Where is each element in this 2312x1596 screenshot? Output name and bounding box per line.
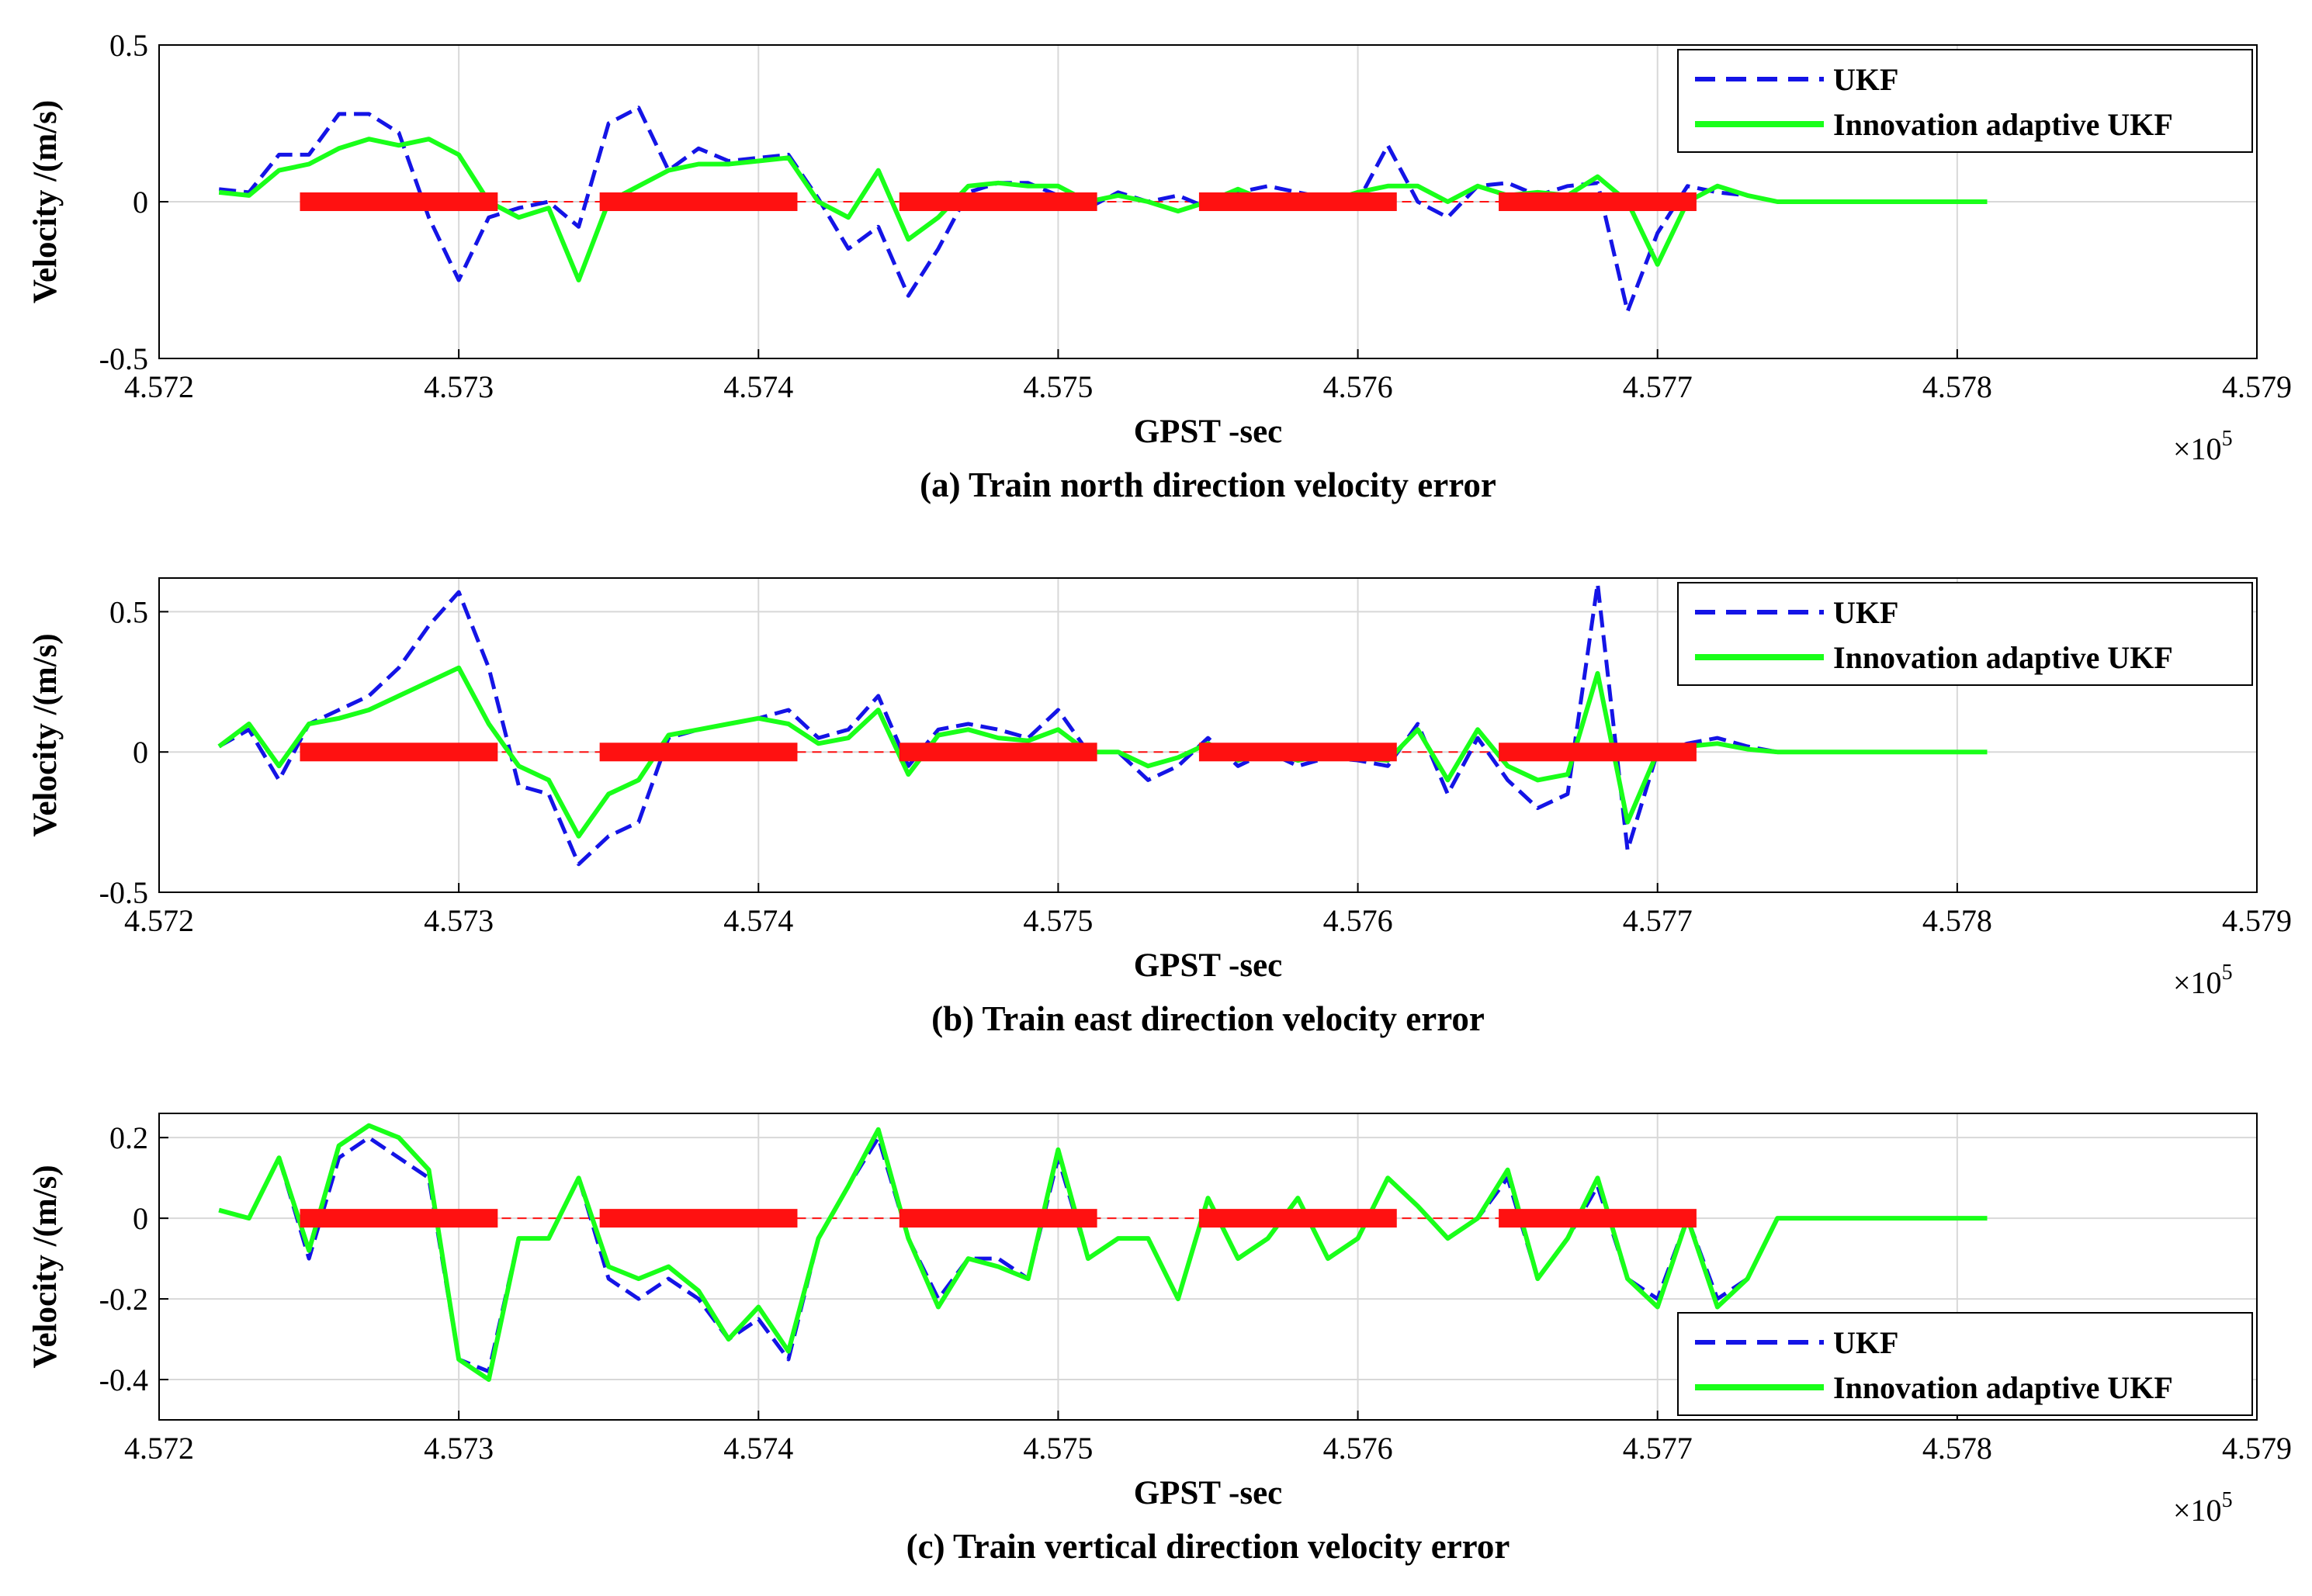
x-multiplier-a: ×105 <box>2173 427 2233 466</box>
y-tick-label: 0.2 <box>109 1120 148 1155</box>
legend-label-adaptive-b: Innovation adaptive UKF <box>1833 640 2173 675</box>
x-multiplier-b: ×105 <box>2173 961 2233 1000</box>
x-tick-label: 4.576 <box>1323 369 1393 404</box>
series-line-adaptive-ukf <box>217 665 1988 839</box>
legend-label-adaptive-c: Innovation adaptive UKF <box>1833 1370 2173 1405</box>
y-tick-label: -0.5 <box>99 875 148 910</box>
x-tick-label: 4.579 <box>2222 903 2292 938</box>
legend-box-b <box>1677 582 2253 686</box>
x-tick-label: 4.572 <box>124 903 194 938</box>
x-tick-label: 4.579 <box>2222 1431 2292 1466</box>
x-tick-label: 4.572 <box>124 369 194 404</box>
legend-box-a <box>1677 49 2253 153</box>
x-tick-label: 4.575 <box>1023 903 1093 938</box>
x-tick-label: 4.578 <box>1922 369 1992 404</box>
x-tick-label: 4.572 <box>124 1431 194 1466</box>
plot-frame-c <box>158 1113 2258 1421</box>
x-multiplier-c: ×105 <box>2173 1488 2233 1528</box>
x-tick-label: 4.574 <box>723 1431 793 1466</box>
y-axis-label-a: Velocity /(m/s) <box>27 100 64 303</box>
chart-panel-b: 4.572 4.573 4.574 4.575 4.576 4.577 4.578 4.579… <box>27 577 2292 1038</box>
x-tick-label: 4.575 <box>1023 1431 1093 1466</box>
x-tick-label: 4.577 <box>1623 903 1693 938</box>
x-tick-label: 4.574 <box>723 369 793 404</box>
x-tick-label: 4.577 <box>1623 369 1693 404</box>
y-tick-label: 0.5 <box>109 28 148 63</box>
legend-a: UKF Innovation adaptive UKF <box>1677 49 2253 153</box>
series-lines-c <box>218 1123 1988 1382</box>
series-line-ukf <box>217 581 1988 867</box>
y-tick-label: 0 <box>133 1201 148 1236</box>
x-axis-label-b: GPST -sec <box>1134 947 1283 984</box>
series-line-adaptive-ukf <box>218 1123 1988 1382</box>
x-tick-label: 4.575 <box>1023 369 1093 404</box>
legend-label-ukf-a: UKF <box>1833 62 1898 97</box>
legend-box-c <box>1677 1312 2253 1416</box>
ticks-b: 4.572 4.573 4.574 4.575 4.576 4.577 4.578 4.579… <box>99 594 2292 938</box>
legend-b: UKF Innovation adaptive UKF <box>1677 582 2253 686</box>
x-tick-label: 4.576 <box>1323 903 1393 938</box>
x-axis-label-a: GPST -sec <box>1134 414 1283 450</box>
y-axis-label-b: Velocity /(m/s) <box>27 633 64 836</box>
y-tick-label: 0 <box>133 735 148 770</box>
y-axis-label-c: Velocity /(m/s) <box>27 1165 64 1368</box>
y-tick-label: 0.5 <box>109 594 148 629</box>
x-tick-label: 4.574 <box>723 903 793 938</box>
x-tick-label: 4.578 <box>1922 903 1992 938</box>
y-tick-label: 0 <box>133 185 148 220</box>
caption-c: (c) Train vertical direction velocity er… <box>906 1527 1510 1566</box>
legend-c: UKF Innovation adaptive UKF <box>1677 1312 2253 1416</box>
series-lines-b <box>217 581 1988 867</box>
y-tick-label: -0.2 <box>99 1282 148 1317</box>
legend-label-ukf-c: UKF <box>1833 1325 1898 1360</box>
x-tick-label: 4.579 <box>2222 369 2292 404</box>
caption-a: (a) Train north direction velocity error <box>920 466 1496 504</box>
y-tick-label: -0.5 <box>99 341 148 376</box>
ticks-a: 4.572 4.573 4.574 4.575 4.576 4.577 4.578 4.579… <box>99 28 2292 404</box>
x-tick-label: 4.576 <box>1323 1431 1393 1466</box>
x-tick-label: 4.577 <box>1623 1431 1693 1466</box>
chart-panel-a: 4.572 4.573 4.574 4.575 4.576 4.577 4.578 4.579… <box>27 28 2292 504</box>
plot-frame-b <box>158 577 2258 893</box>
x-tick-label: 4.578 <box>1922 1431 1992 1466</box>
x-axis-label-c: GPST -sec <box>1134 1475 1283 1511</box>
legend-label-adaptive-a: Innovation adaptive UKF <box>1833 107 2173 142</box>
legend-label-ukf-b: UKF <box>1833 595 1898 630</box>
caption-b: (b) Train east direction velocity error <box>931 999 1485 1038</box>
y-tick-label: -0.4 <box>99 1362 148 1397</box>
series-lines-a <box>218 106 1988 313</box>
x-tick-label: 4.573 <box>424 1431 494 1466</box>
x-tick-label: 4.573 <box>424 903 494 938</box>
ticks-c: 4.572 4.573 4.574 4.575 4.576 4.577 4.578 4.579… <box>99 1120 2292 1466</box>
x-tick-label: 4.573 <box>424 369 494 404</box>
chart-panel-c: 4.572 4.573 4.574 4.575 4.576 4.577 4.578 4.579… <box>27 1113 2292 1566</box>
